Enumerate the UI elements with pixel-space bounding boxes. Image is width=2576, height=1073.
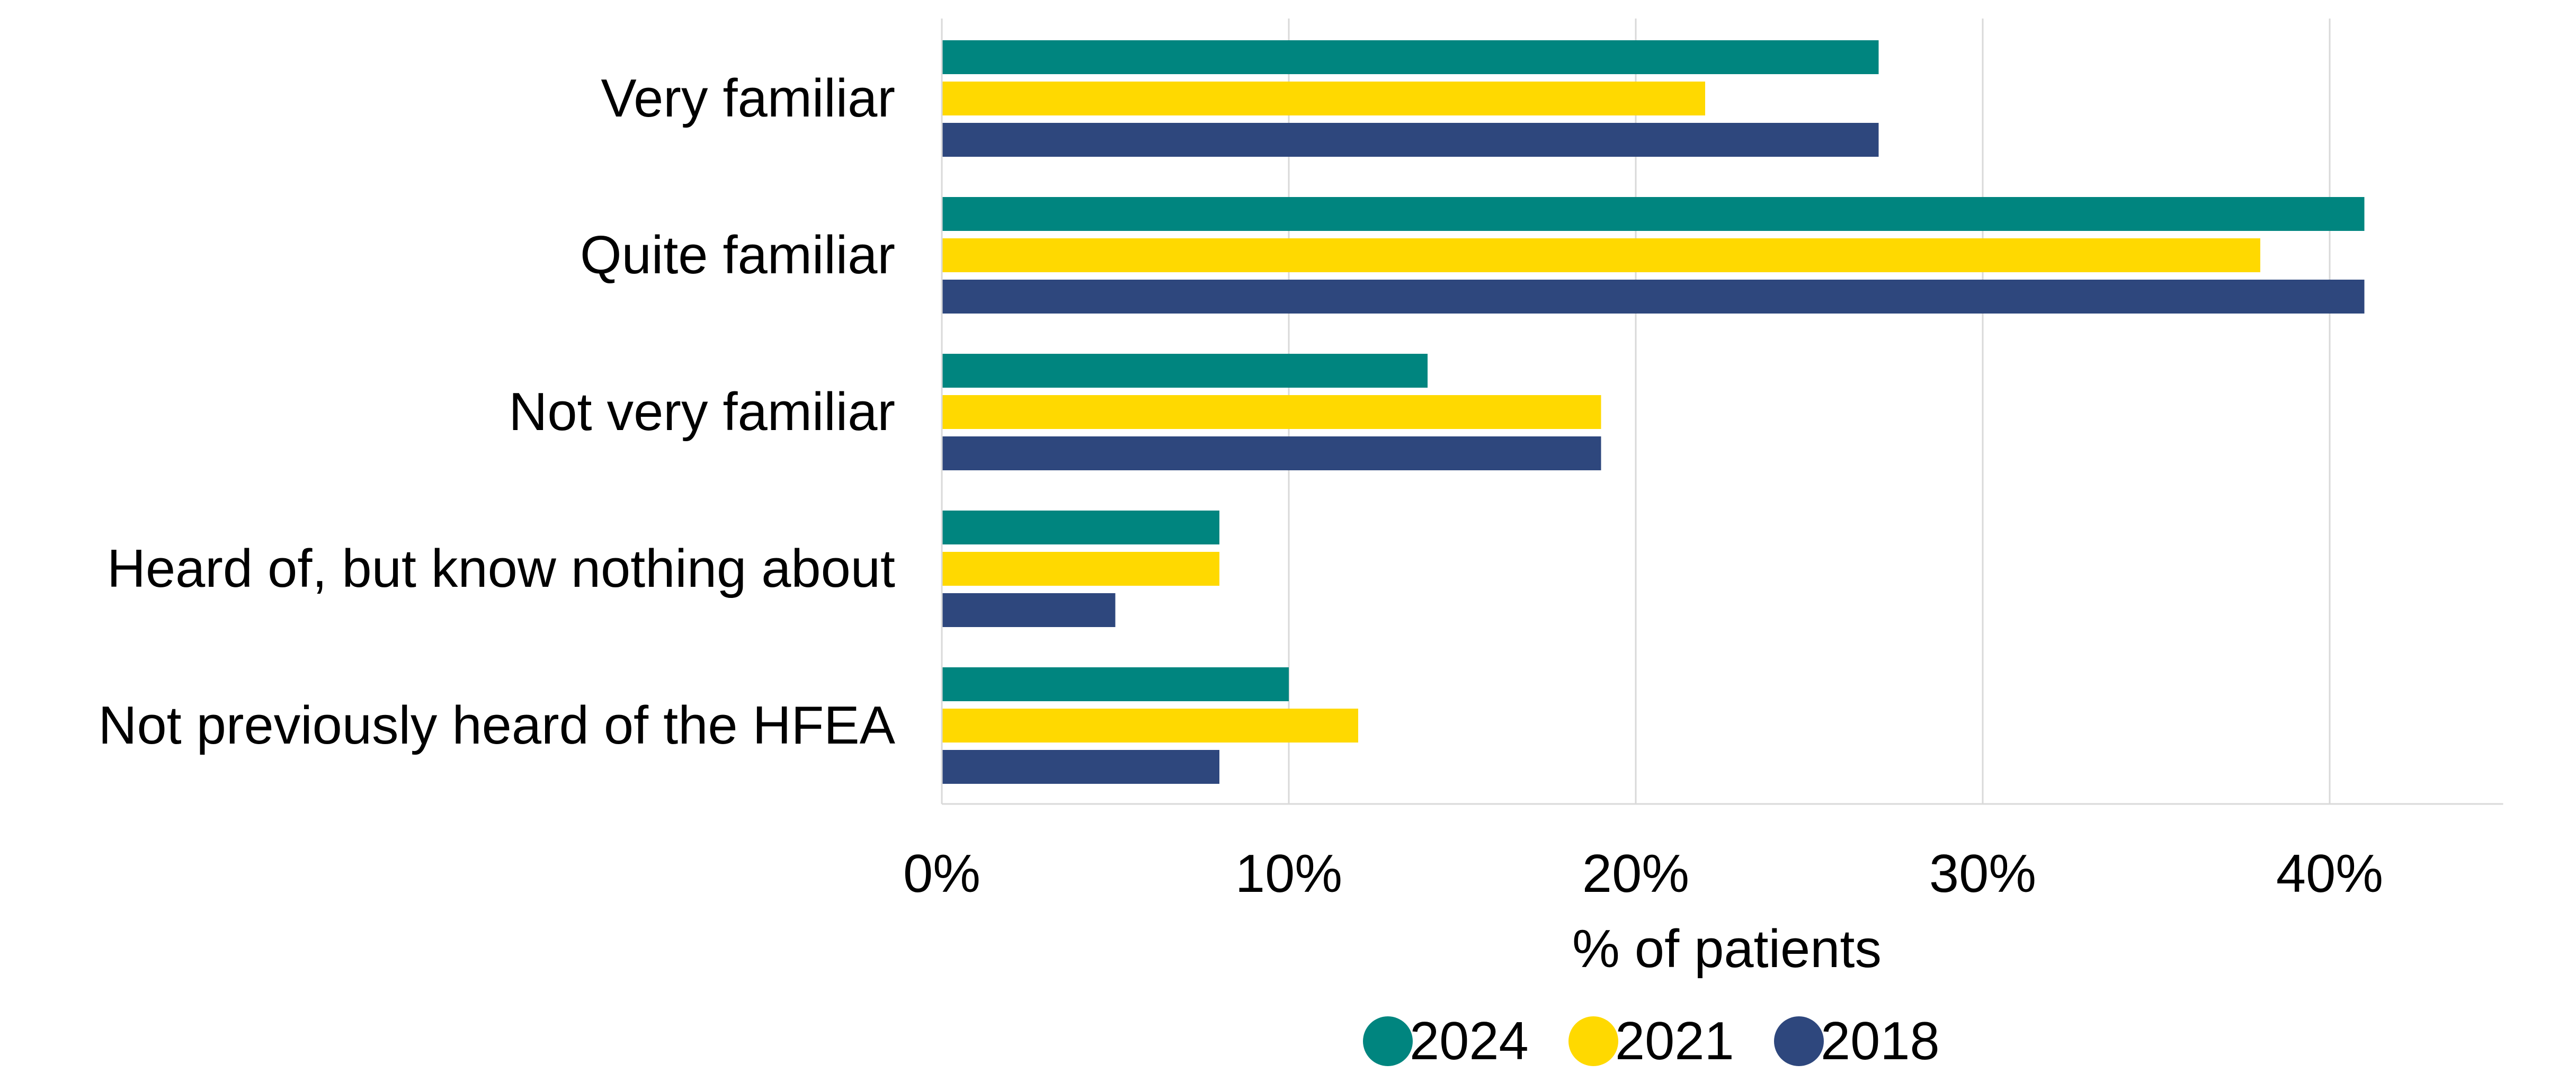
category-label-3: Heard of, but know nothing about [107, 539, 895, 598]
legend-label-2018: 2018 [1821, 1012, 1940, 1071]
bar-2018-2 [942, 436, 1601, 470]
bar-2021-0 [942, 82, 1705, 115]
bar-2024-3 [942, 511, 1219, 544]
bar-2024-2 [942, 354, 1428, 388]
legend-marker-2018 [1774, 1016, 1824, 1066]
bars [942, 40, 2365, 784]
category-label-1: Quite familiar [580, 226, 895, 285]
legend-label-2021: 2021 [1615, 1012, 1734, 1071]
x-tick-label-0: 0% [903, 844, 981, 904]
category-label-4: Not previously heard of the HFEA [99, 696, 896, 755]
bar-2024-1 [942, 197, 2365, 231]
bar-2021-4 [942, 709, 1358, 743]
category-label-0: Very familiar [601, 69, 895, 128]
category-labels: Very familiar Quite familiar Not very fami… [99, 69, 896, 755]
legend-marker-2024 [1363, 1016, 1413, 1066]
legend-label-2024: 2024 [1410, 1012, 1529, 1071]
x-tick-label-10: 10% [1235, 844, 1342, 904]
x-tick-label-40: 40% [2276, 844, 2383, 904]
x-tick-label-20: 20% [1582, 844, 1689, 904]
legend-marker-2021 [1568, 1016, 1618, 1066]
bar-2021-1 [942, 238, 2260, 272]
bar-2021-2 [942, 395, 1601, 429]
bar-2018-0 [942, 123, 1879, 157]
bar-2018-1 [942, 280, 2365, 314]
x-axis-title: % of patients [1572, 919, 1882, 979]
bar-2018-3 [942, 593, 1116, 627]
x-tick-labels: 0% 10% 20% 30% 40% [903, 844, 2383, 904]
bar-2024-4 [942, 667, 1289, 701]
category-label-2: Not very familiar [509, 382, 895, 442]
bar-2021-3 [942, 552, 1219, 586]
x-tick-label-30: 30% [1929, 844, 2036, 904]
bar-2018-4 [942, 750, 1219, 784]
axes [941, 19, 2503, 805]
bar-2024-0 [942, 40, 1879, 74]
legend: 2024 2021 2018 [1363, 1012, 1940, 1071]
